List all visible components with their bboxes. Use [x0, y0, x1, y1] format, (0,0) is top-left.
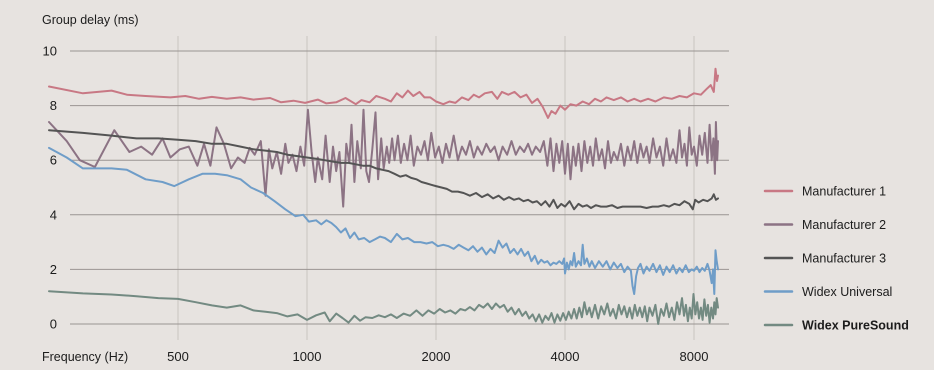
x-tick-label: 8000 — [680, 349, 709, 364]
series-line-manufacturer-1 — [48, 67, 719, 119]
legend-label-manufacturer-3: Manufacturer 3 — [802, 252, 886, 266]
plot-area — [48, 67, 719, 325]
y-tick-label: 2 — [50, 262, 57, 277]
y-tick-label: 10 — [43, 44, 57, 59]
legend-label-widex-universal: Widex Universal — [802, 285, 892, 299]
x-tick-label: 4000 — [551, 349, 580, 364]
axis-ticks: 500 1000 2000 4000 8000 0 2 4 6 8 10 — [43, 44, 709, 365]
y-tick-label: 8 — [50, 98, 57, 113]
y-tick-label: 0 — [50, 317, 57, 332]
legend-label-widex-puresound: Widex PureSound — [802, 319, 909, 333]
x-axis-title: Frequency (Hz) — [42, 350, 128, 364]
series-line-manufacturer-2 — [48, 108, 719, 208]
legend: Manufacturer 1 Manufacturer 2 Manufacturer… — [763, 185, 909, 333]
x-tick-label: 2000 — [422, 349, 451, 364]
legend-label-manufacturer-1: Manufacturer 1 — [802, 185, 886, 199]
y-tick-label: 6 — [50, 153, 57, 168]
series-line-widex-puresound — [48, 290, 719, 325]
x-tick-label: 1000 — [293, 349, 322, 364]
legend-label-manufacturer-2: Manufacturer 2 — [802, 218, 886, 232]
grid — [70, 36, 729, 340]
y-tick-label: 4 — [50, 207, 57, 222]
y-axis-title: Group delay (ms) — [42, 13, 139, 27]
series-line-manufacturer-3 — [48, 129, 719, 211]
x-tick-label: 500 — [167, 349, 189, 364]
series-line-widex-universal — [48, 146, 719, 295]
